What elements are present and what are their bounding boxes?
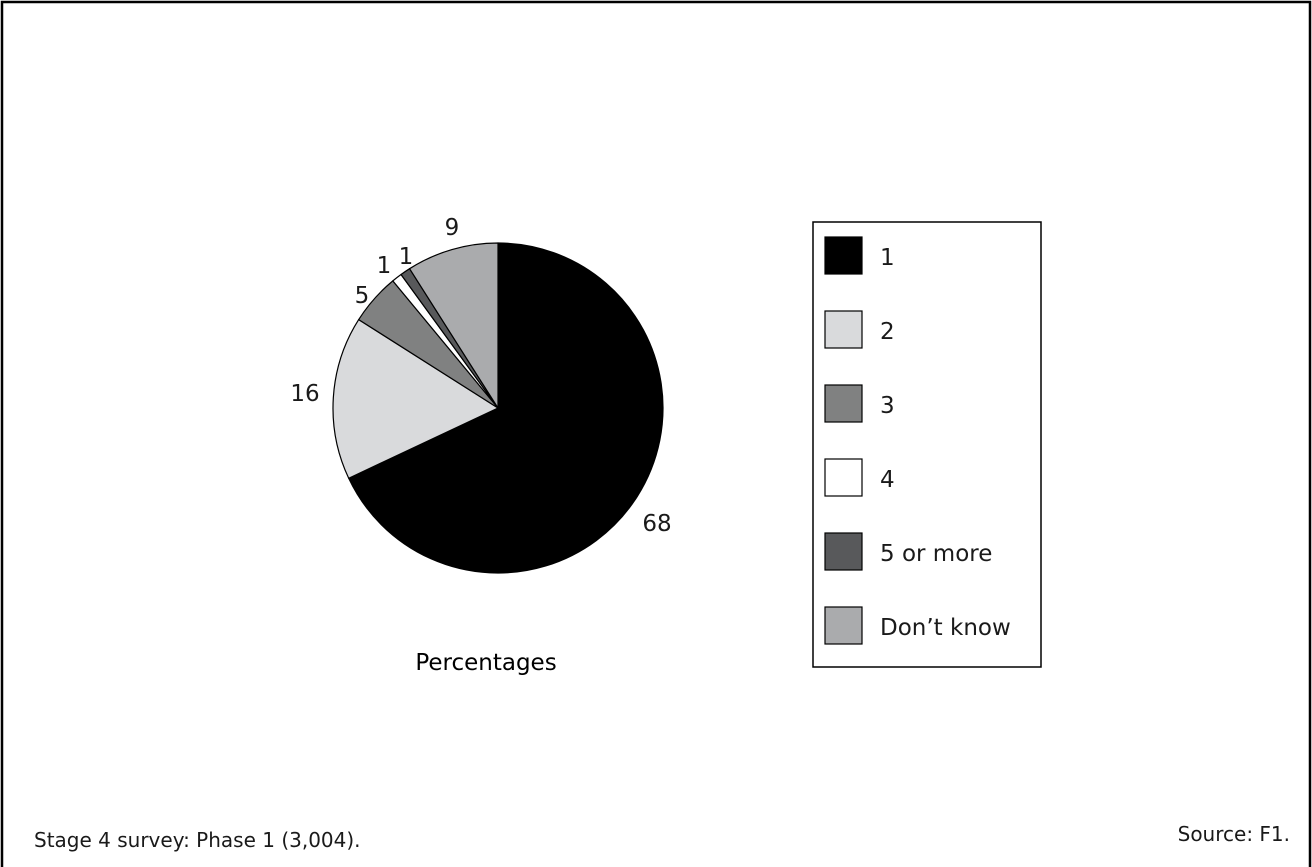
pie-data-label-4: 1 [377,253,392,279]
pie-slice-2 [332,318,499,479]
legend-label-6: Don’t know [880,615,1011,641]
legend-swatch-2 [824,310,863,349]
legend-label-5: 5 or more [880,541,992,567]
legend-label-4: 4 [880,467,895,493]
legend: 1 2 3 4 5 or more Don’t know [824,236,1011,645]
legend-swatch-3 [824,384,863,423]
pie-chart [332,242,664,574]
legend-swatch-6 [824,606,863,645]
footnote: Stage 4 survey: Phase 1 (3,004). [34,828,361,852]
pie-axis-label: Percentages [415,650,556,676]
pie-data-label-1: 68 [642,511,671,537]
pie-slice-1 [348,242,664,574]
pie-slice-6 [408,242,499,409]
legend-label-1: 1 [880,245,895,271]
pie-data-label-2: 16 [290,381,319,407]
legend-label-3: 3 [880,393,895,419]
legend-box [812,221,1042,668]
legend-label-2: 2 [880,319,895,345]
source-note: Source: F1. [1177,822,1290,846]
legend-swatch-1 [824,236,863,275]
legend-swatch-5 [824,532,863,571]
legend-swatch-4 [824,458,863,497]
pie-data-label-3: 5 [355,283,370,309]
pie-data-label-6: 9 [445,215,460,241]
pie-data-label-5: 1 [399,244,414,270]
